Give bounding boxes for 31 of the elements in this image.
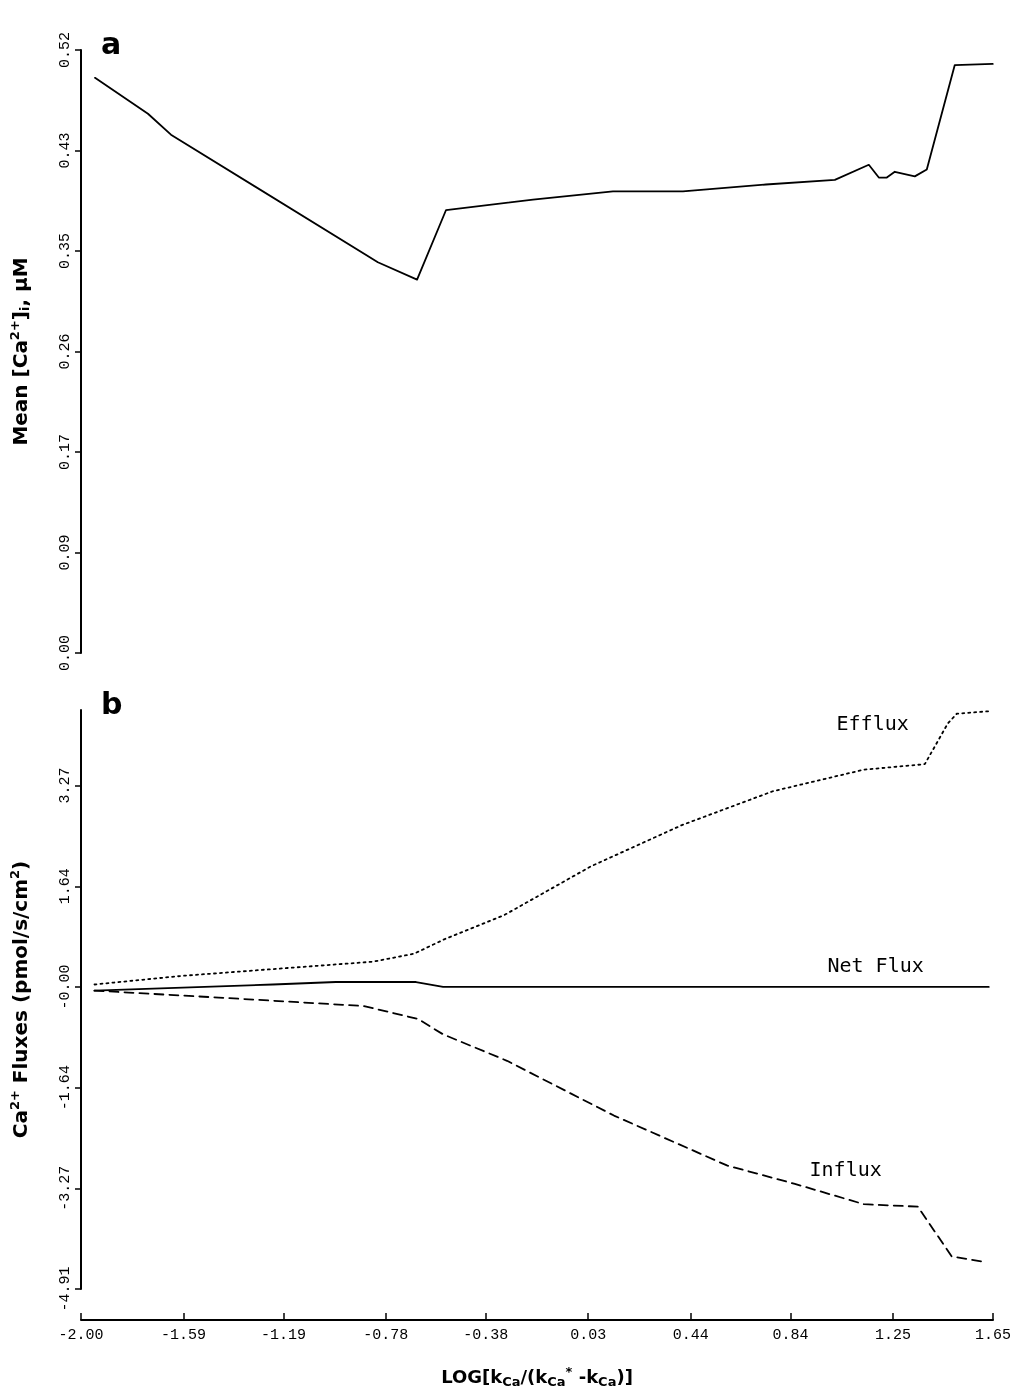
y-tick-label: 0.43 [57, 132, 74, 169]
y-tick-label: 0.00 [57, 634, 74, 672]
series-label: Efflux [836, 711, 909, 736]
y-tick-label: 0.17 [57, 434, 74, 471]
y-axis-title: Ca2+ Fluxes (pmol/s/cm2) [7, 860, 32, 1139]
x-tick-label: -2.00 [58, 1327, 104, 1344]
y-tick-label: 1.64 [57, 868, 74, 905]
y-tick-label: -3.27 [57, 1165, 74, 1211]
annotation: b [101, 685, 123, 721]
y-tick-label: 3.27 [57, 767, 74, 804]
y-tick-label: -4.91 [57, 1266, 74, 1312]
x-tick-label: -1.59 [160, 1327, 206, 1344]
y-tick-label: 0.26 [57, 333, 74, 370]
x-tick-label: -1.19 [260, 1327, 306, 1344]
series-label: Influx [809, 1157, 882, 1182]
y-axis-title: Mean [Ca2+]i, μM [7, 257, 32, 446]
line-series [94, 63, 994, 281]
x-tick-label: 0.03 [570, 1327, 607, 1344]
y-tick-label: 0.09 [57, 534, 74, 571]
x-tick-label: -0.78 [363, 1327, 409, 1344]
y-tick-label: -1.64 [57, 1065, 74, 1111]
x-tick-label: 1.65 [974, 1327, 1012, 1344]
series-label: Net Flux [827, 952, 924, 977]
annotation: a [101, 25, 122, 61]
x-tick-label: 0.84 [772, 1327, 809, 1344]
y-tick-label: 0.35 [57, 232, 74, 269]
x-tick-label: 1.25 [875, 1327, 912, 1344]
x-tick-label: -0.38 [463, 1327, 509, 1344]
x-tick-label: 0.44 [672, 1327, 709, 1344]
y-tick-label: 0.52 [57, 31, 74, 69]
y-tick-label: -0.00 [57, 964, 74, 1010]
